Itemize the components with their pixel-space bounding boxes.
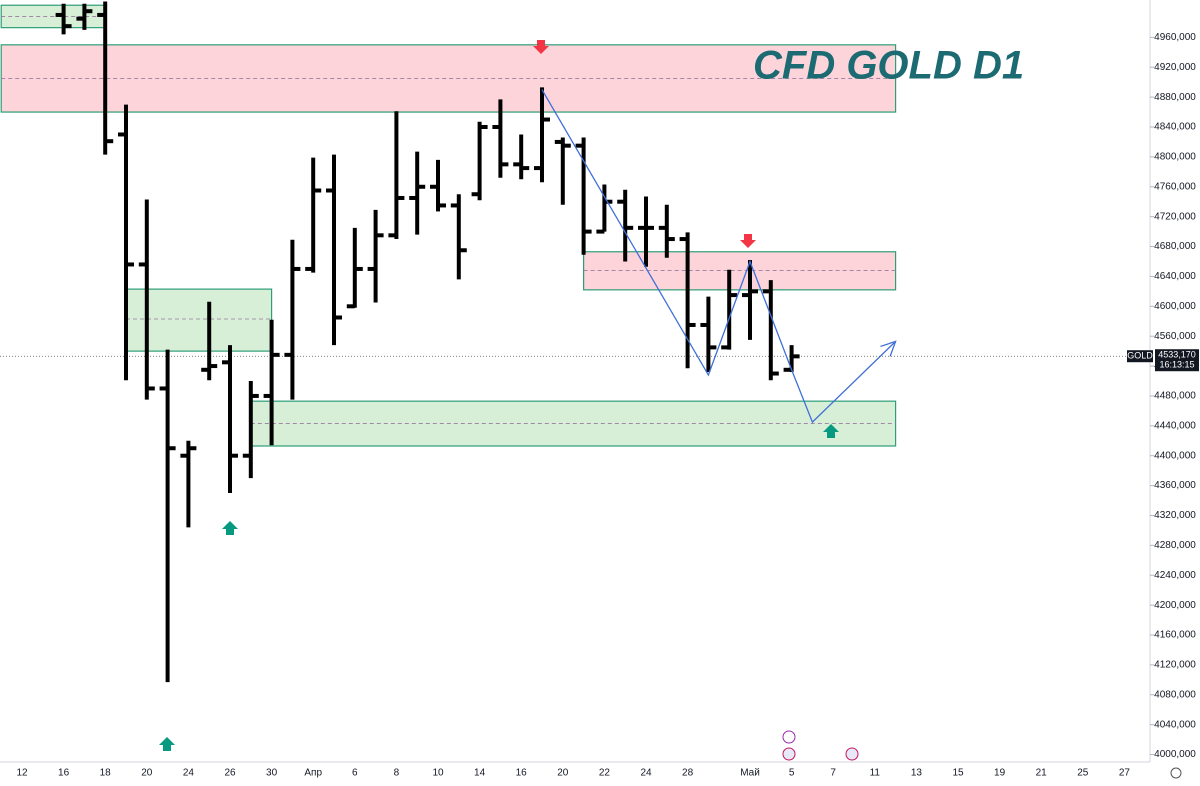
x-tick-label: Апр bbox=[304, 768, 322, 779]
x-tick-label: 11 bbox=[870, 768, 881, 779]
x-tick-label: 27 bbox=[1119, 768, 1131, 779]
x-tick-label: 18 bbox=[100, 768, 112, 779]
x-tick-label: 30 bbox=[266, 768, 278, 779]
y-tick-label: 4320,000 bbox=[1154, 510, 1196, 521]
y-tick-label: 4040,000 bbox=[1154, 719, 1196, 730]
trend-line bbox=[541, 89, 897, 424]
event-icons bbox=[782, 730, 859, 761]
x-tick-label: 24 bbox=[183, 768, 195, 779]
y-tick-label: 4840,000 bbox=[1154, 122, 1196, 133]
y-tick-label: 4880,000 bbox=[1154, 92, 1196, 103]
x-tick-label: 5 bbox=[789, 768, 795, 779]
x-tick-label: 8 bbox=[394, 768, 400, 779]
y-tick-label: 4920,000 bbox=[1154, 62, 1196, 73]
trend-arrowhead bbox=[880, 340, 897, 357]
settings-icon[interactable] bbox=[1170, 767, 1182, 779]
x-tick-label: 28 bbox=[682, 768, 694, 779]
y-tick-label: 4960,000 bbox=[1154, 32, 1196, 43]
symbol-box bbox=[1127, 350, 1153, 363]
x-tick-label: 25 bbox=[1077, 768, 1089, 779]
y-tick-label: 4160,000 bbox=[1154, 630, 1196, 641]
y-tick-label: 4080,000 bbox=[1154, 689, 1196, 700]
x-tick-label: 26 bbox=[224, 768, 236, 779]
price-box bbox=[1155, 349, 1199, 372]
y-tick-label: 4600,000 bbox=[1154, 301, 1196, 312]
y-tick-label: 4720,000 bbox=[1154, 211, 1196, 222]
y-tick-label: 4120,000 bbox=[1154, 660, 1196, 671]
y-tick-label: 4280,000 bbox=[1154, 540, 1196, 551]
y-tick-label: 4440,000 bbox=[1154, 420, 1196, 431]
x-tick-label: 19 bbox=[994, 768, 1006, 779]
countdown-label: 16:13:15 bbox=[1159, 360, 1194, 370]
y-tick-label: 4640,000 bbox=[1154, 271, 1196, 282]
x-tick-label: 15 bbox=[952, 768, 964, 779]
y-tick-label: 4000,000 bbox=[1154, 749, 1196, 760]
x-tick-label: 20 bbox=[557, 768, 569, 779]
x-tick-label: 7 bbox=[830, 768, 836, 779]
x-tick-label: 10 bbox=[432, 768, 444, 779]
x-tick-label: 22 bbox=[599, 768, 611, 779]
x-tick-label: 14 bbox=[474, 768, 486, 779]
price-label: 4533,170 bbox=[1158, 350, 1196, 360]
signal-arrows bbox=[159, 40, 839, 751]
x-tick-label: 20 bbox=[141, 768, 153, 779]
x-tick-label: 13 bbox=[911, 768, 923, 779]
y-tick-label: 4400,000 bbox=[1154, 450, 1196, 461]
x-tick-label: 12 bbox=[16, 768, 28, 779]
x-tick-label: Май bbox=[740, 768, 760, 779]
y-tick-label: 4800,000 bbox=[1154, 152, 1196, 163]
x-tick-label: 16 bbox=[516, 768, 528, 779]
symbol-label: GOLD bbox=[1127, 351, 1153, 361]
y-tick-label: 4480,000 bbox=[1154, 391, 1196, 402]
y-tick-label: 4200,000 bbox=[1154, 600, 1196, 611]
x-tick-label: 6 bbox=[352, 768, 358, 779]
x-tick-label: 21 bbox=[1036, 768, 1048, 779]
y-tick-label: 4240,000 bbox=[1154, 570, 1196, 581]
y-tick-label: 4360,000 bbox=[1154, 480, 1196, 491]
y-tick-label: 4560,000 bbox=[1154, 331, 1196, 342]
y-tick-label: 4760,000 bbox=[1154, 181, 1196, 192]
x-tick-label: 16 bbox=[58, 768, 70, 779]
x-tick-label: 24 bbox=[640, 768, 652, 779]
chart-title: CFD GOLD D1 bbox=[753, 44, 1024, 88]
y-tick-label: 4680,000 bbox=[1154, 241, 1196, 252]
